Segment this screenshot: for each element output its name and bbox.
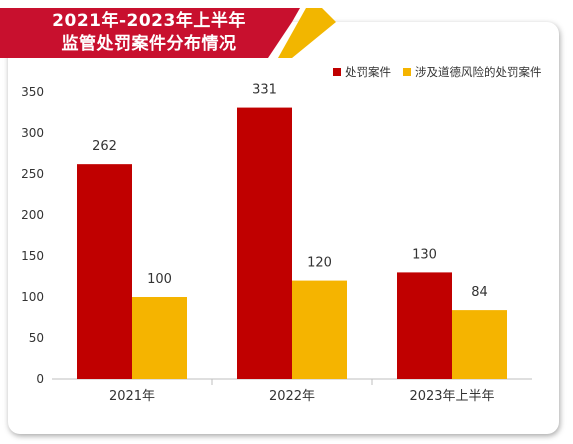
legend-label: 涉及道德风险的处罚案件: [415, 65, 542, 79]
bar: [237, 107, 292, 379]
chart-title-line2: 监管处罚案件分布情况: [61, 34, 237, 54]
data-label: 130: [412, 247, 437, 262]
data-label: 84: [471, 285, 488, 300]
x-tick-label: 2021年: [109, 389, 155, 404]
y-tick-label: 0: [36, 372, 44, 386]
y-tick-label: 250: [21, 167, 44, 181]
y-tick-label: 100: [21, 290, 44, 304]
bar: [452, 310, 507, 379]
y-tick-label: 50: [29, 331, 44, 345]
legend-swatch: [403, 68, 411, 76]
data-label: 331: [252, 83, 277, 98]
banner-red-band: [0, 8, 300, 58]
chart-title: 2021年-2023年上半年 监管处罚案件分布情况: [14, 10, 284, 56]
x-tick-label: 2022年: [269, 389, 315, 404]
bar: [397, 272, 452, 379]
legend-label: 处罚案件: [345, 65, 391, 79]
title-banner: [0, 8, 336, 58]
chart-title-line1: 2021年-2023年上半年: [52, 11, 246, 31]
y-tick-label: 150: [21, 249, 44, 263]
y-tick-label: 350: [21, 85, 44, 99]
data-label: 120: [307, 256, 332, 271]
bar: [292, 280, 347, 379]
data-label: 100: [147, 272, 172, 287]
banner-gold-accent: [278, 8, 336, 58]
x-tick-label: 2023年上半年: [409, 389, 494, 404]
y-tick-label: 200: [21, 208, 44, 222]
bar: [77, 164, 132, 379]
data-label: 262: [92, 139, 117, 154]
y-tick-label: 300: [21, 126, 44, 140]
bar: [132, 297, 187, 379]
legend-swatch: [333, 68, 341, 76]
